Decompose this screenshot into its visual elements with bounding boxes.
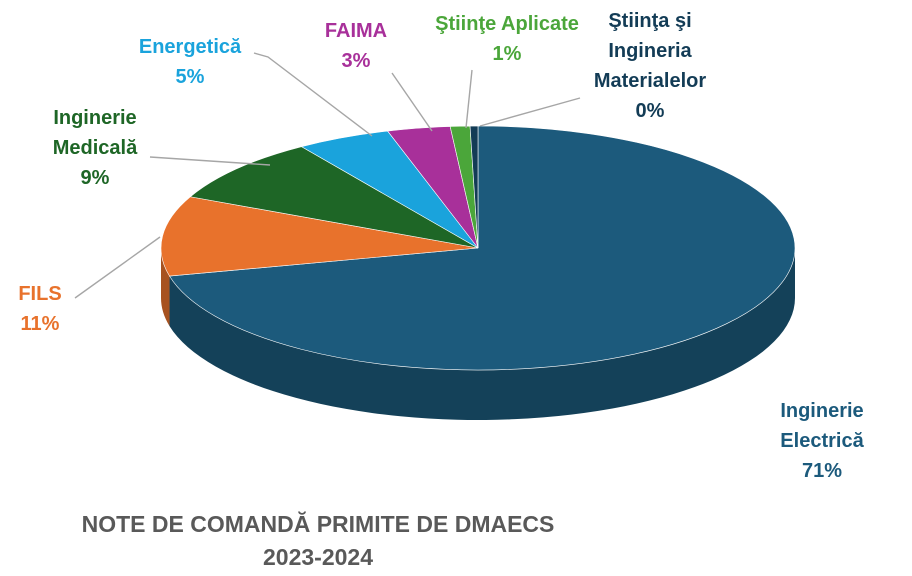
slice-percent-0: 71% — [802, 460, 842, 482]
slice-side-1 — [161, 248, 170, 327]
slice-labels: Inginerie Electrică 71% FILS 11% Inginerie Med… — [18, 10, 864, 482]
leader-lines — [74, 52, 581, 299]
pie-slice-6 — [469, 125, 479, 249]
slice-percent-5: 1% — [493, 43, 522, 65]
slice-side-0 — [169, 248, 795, 420]
slice-label-4-0: FAIMA — [325, 20, 387, 42]
slice-label-6-1: Ingineria — [608, 40, 692, 62]
slice-label-0-0: Inginerie — [780, 400, 863, 422]
pie-slice-2 — [189, 146, 479, 249]
leader-line-4 — [391, 72, 433, 132]
pie-slice-1 — [160, 196, 479, 277]
chart-title-line-1: NOTE DE COMANDĂ PRIMITE DE DMAECS — [82, 510, 555, 537]
slice-label-5-0: Ştiinţe Aplicate — [435, 13, 579, 35]
slice-label-0-1: Electrică — [780, 430, 864, 452]
slice-label-3-0: Energetică — [139, 36, 242, 58]
leader-line-5 — [465, 69, 473, 129]
slice-percent-2: 9% — [81, 167, 110, 189]
slice-label-2-0: Inginerie — [53, 107, 136, 129]
slice-percent-6: 0% — [636, 100, 665, 122]
slice-percent-3: 5% — [176, 66, 205, 88]
leader-line-3 — [253, 52, 373, 137]
slice-percent-1: 11% — [21, 313, 60, 335]
leader-line-1 — [74, 236, 161, 299]
slice-label-6-0: Ştiinţa şi — [608, 10, 691, 32]
slice-percent-4: 3% — [342, 50, 371, 72]
pie-slice-0 — [169, 125, 796, 371]
slice-label-1-0: FILS — [18, 283, 61, 305]
slice-label-2-1: Medicală — [53, 137, 138, 159]
chart-title-line-2: 2023-2024 — [263, 544, 373, 570]
slice-label-6-2: Materialelor — [594, 70, 706, 92]
leader-line-6 — [479, 97, 581, 127]
leader-line-2 — [149, 156, 271, 166]
pie-slices — [160, 125, 796, 420]
